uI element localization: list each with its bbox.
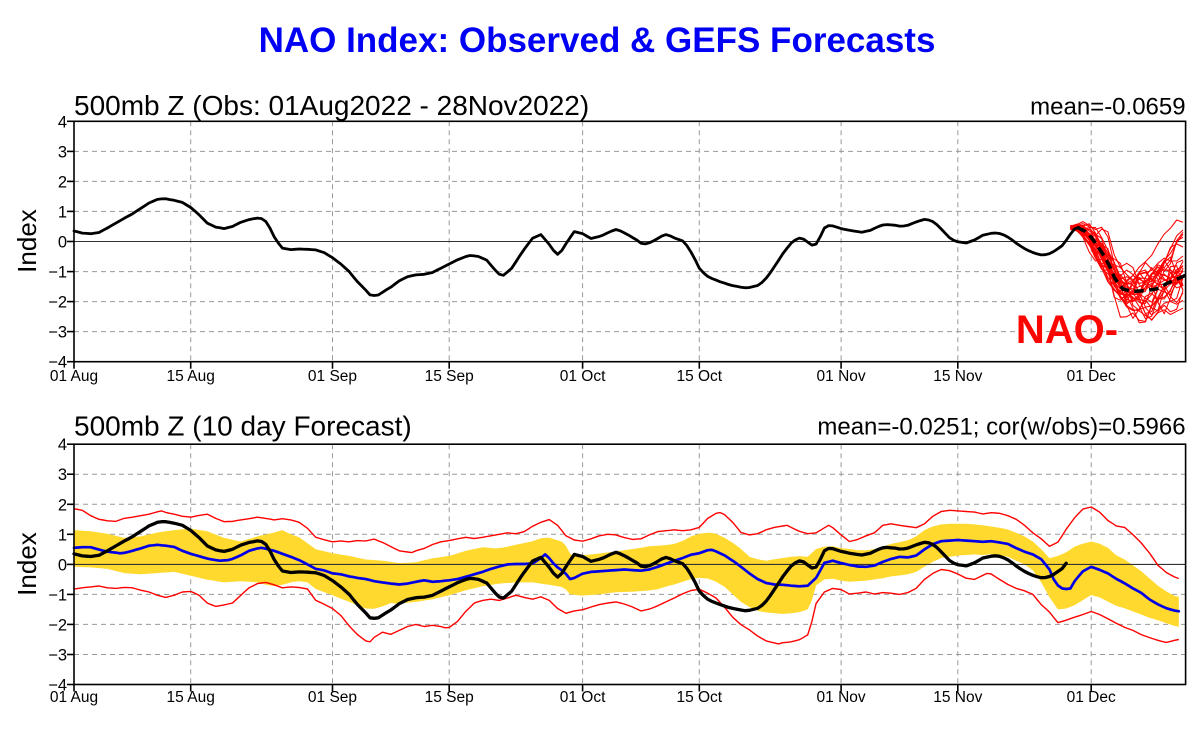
svg-text:−2: −2 xyxy=(48,616,67,634)
svg-text:−4: −4 xyxy=(48,677,67,695)
svg-text:15 Oct: 15 Oct xyxy=(676,689,722,706)
svg-text:01 Nov: 01 Nov xyxy=(817,689,866,706)
svg-text:NAO Index: Observed & GEFS For: NAO Index: Observed & GEFS Forecasts xyxy=(259,21,936,60)
svg-text:−3: −3 xyxy=(48,647,67,665)
svg-text:01 Dec: 01 Dec xyxy=(1067,689,1116,706)
svg-text:2: 2 xyxy=(58,496,67,514)
svg-text:15 Nov: 15 Nov xyxy=(933,689,982,706)
svg-text:2: 2 xyxy=(58,173,67,191)
svg-text:01 Aug: 01 Aug xyxy=(50,368,98,385)
svg-text:mean=-0.0659: mean=-0.0659 xyxy=(1030,94,1185,121)
svg-text:15 Aug: 15 Aug xyxy=(167,368,215,385)
svg-text:500mb Z (10 day Forecast): 500mb Z (10 day Forecast) xyxy=(74,411,412,442)
svg-text:0: 0 xyxy=(58,556,67,574)
svg-text:−2: −2 xyxy=(48,294,67,312)
svg-text:3: 3 xyxy=(58,143,67,161)
svg-text:15 Sep: 15 Sep xyxy=(425,368,474,385)
svg-text:1: 1 xyxy=(58,203,67,221)
svg-text:01 Dec: 01 Dec xyxy=(1067,368,1116,385)
svg-text:15 Aug: 15 Aug xyxy=(167,689,215,706)
svg-text:01 Sep: 01 Sep xyxy=(308,689,357,706)
svg-text:15 Oct: 15 Oct xyxy=(676,368,722,385)
svg-text:01 Sep: 01 Sep xyxy=(308,368,357,385)
svg-text:−1: −1 xyxy=(48,586,67,604)
svg-text:−1: −1 xyxy=(48,264,67,282)
svg-text:01 Oct: 01 Oct xyxy=(560,368,606,385)
svg-text:1: 1 xyxy=(58,526,67,544)
svg-text:3: 3 xyxy=(58,466,67,484)
svg-text:0: 0 xyxy=(58,234,67,252)
svg-text:500mb Z (Obs: 01Aug2022 - 28No: 500mb Z (Obs: 01Aug2022 - 28Nov2022) xyxy=(74,90,589,121)
svg-text:mean=-0.0251; cor(w/obs)=0.596: mean=-0.0251; cor(w/obs)=0.5966 xyxy=(817,414,1185,441)
svg-text:15 Sep: 15 Sep xyxy=(425,689,474,706)
svg-text:Index: Index xyxy=(12,532,42,596)
svg-text:NAO-: NAO- xyxy=(1016,308,1118,352)
svg-text:01 Aug: 01 Aug xyxy=(50,689,98,706)
svg-text:01 Nov: 01 Nov xyxy=(817,368,866,385)
svg-text:01 Oct: 01 Oct xyxy=(560,689,606,706)
svg-text:−4: −4 xyxy=(48,354,67,372)
svg-text:15 Nov: 15 Nov xyxy=(933,368,982,385)
svg-text:4: 4 xyxy=(58,436,67,454)
svg-text:−3: −3 xyxy=(48,324,67,342)
svg-text:Index: Index xyxy=(12,209,42,273)
svg-text:4: 4 xyxy=(58,113,67,131)
